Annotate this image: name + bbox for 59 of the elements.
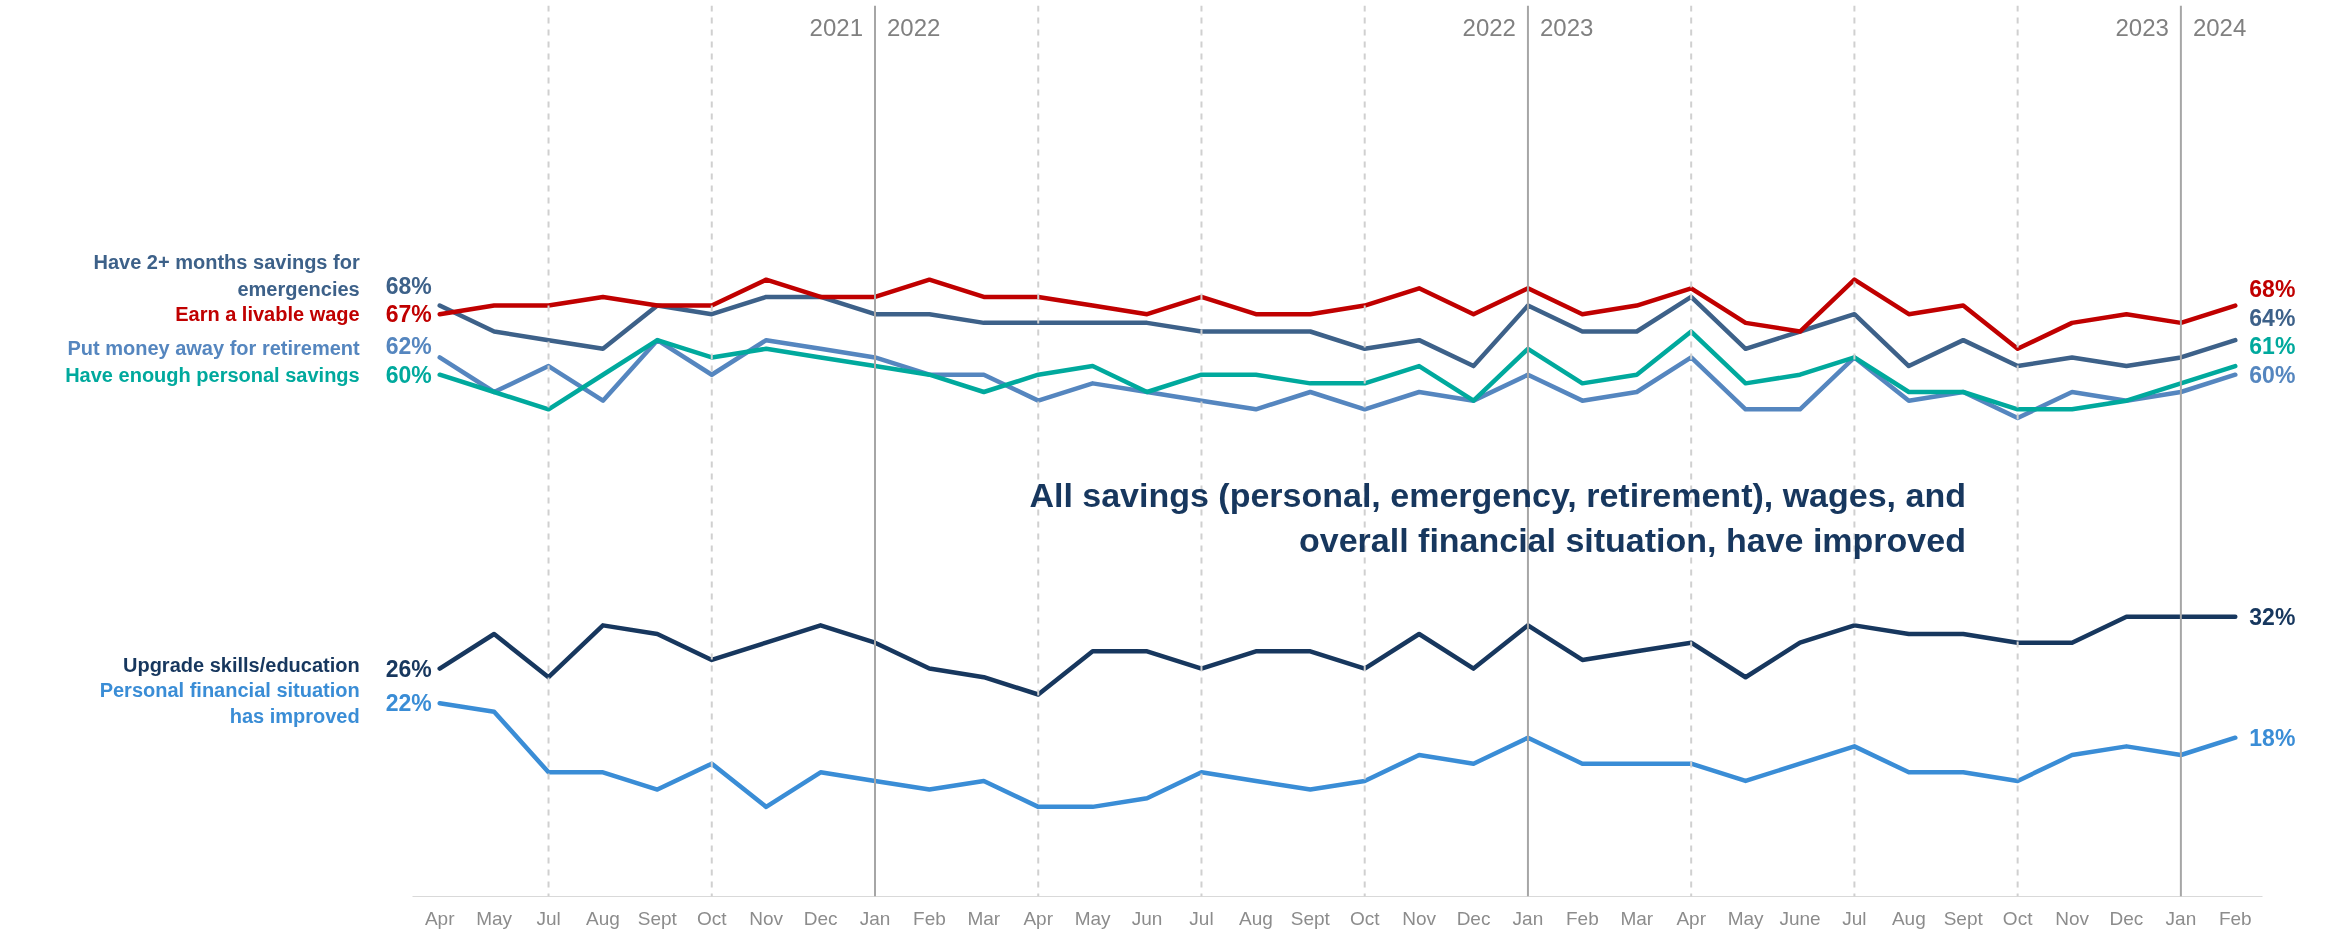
data-label: 26%	[385, 655, 432, 682]
data-label: 22%	[385, 690, 432, 717]
x-tick-label: Jan	[859, 907, 891, 929]
x-tick-label: Jun	[1131, 907, 1163, 929]
x-tick-label: May	[476, 907, 513, 929]
data-label: 60%	[2249, 361, 2296, 388]
text: Put money away for retirement	[67, 337, 361, 360]
text: Upgrade skills/education	[122, 653, 360, 676]
x-tick-label: June	[1779, 907, 1821, 929]
data-label: 32%	[2249, 603, 2296, 630]
text: 2023	[1539, 14, 1594, 41]
x-tick-label: Nov	[2055, 907, 2090, 929]
x-tick-label: Jul	[536, 907, 561, 929]
x-tick-label: Feb	[1565, 907, 1599, 929]
x-tick-label: Feb	[2218, 907, 2252, 929]
data-label: 68%	[385, 272, 432, 299]
x-tick-label: Jul	[1189, 907, 1214, 929]
text: Earn a livable wage	[175, 303, 360, 326]
text: All savings (personal, emergency, retirement), wages, and overall financial situation, have improved	[1029, 475, 1966, 560]
data-label: 67%	[385, 301, 432, 328]
x-tick-label: Aug	[1238, 907, 1273, 929]
x-tick-label: Aug	[586, 907, 620, 929]
text: 2023	[2115, 14, 2169, 41]
text: Personal financial situation has improved	[99, 678, 360, 728]
x-tick-label: Feb	[913, 907, 946, 929]
x-tick-label: Dec	[2109, 907, 2144, 929]
x-tick-label: Nov	[749, 907, 784, 929]
text: Have enough personal savings	[65, 363, 360, 386]
x-tick-label: Sept	[637, 907, 678, 929]
x-tick-label: Oct	[1349, 907, 1381, 929]
data-label: 62%	[385, 333, 432, 360]
x-tick-label: Jan	[1512, 907, 1544, 929]
x-tick-label: Sept	[1290, 907, 1331, 929]
data-label: 68%	[2249, 275, 2296, 302]
x-tick-label: Oct	[2002, 907, 2034, 929]
x-tick-label: Mar	[967, 907, 1001, 929]
x-tick-label: Apr	[1023, 907, 1054, 929]
x-tick-label: May	[1074, 907, 1112, 929]
x-tick-label: Dec	[1456, 907, 1491, 929]
x-tick-label: Dec	[803, 907, 838, 929]
text: 2022	[887, 14, 941, 41]
data-label: 60%	[385, 361, 432, 388]
x-tick-label: Oct	[696, 907, 728, 929]
data-label: 61%	[2249, 333, 2296, 360]
x-tick-label: Aug	[1891, 907, 1926, 929]
text: 2024	[2192, 14, 2247, 41]
x-tick-label: May	[1727, 907, 1765, 929]
x-tick-label: Sept	[1943, 907, 1984, 929]
text: Have 2+ months savings for emergencies	[93, 251, 360, 300]
data-label: 18%	[2249, 724, 2296, 751]
x-tick-label: Apr	[1676, 907, 1707, 929]
x-tick-label: Mar	[1620, 907, 1654, 929]
x-tick-label: Jan	[2165, 907, 2197, 929]
x-tick-label: Apr	[424, 907, 456, 929]
data-label: 64%	[2249, 304, 2296, 331]
x-tick-label: Nov	[1402, 907, 1437, 929]
text: 2021	[809, 14, 863, 41]
x-tick-label: Jul	[1842, 907, 1867, 929]
text: 2022	[1462, 14, 1516, 41]
